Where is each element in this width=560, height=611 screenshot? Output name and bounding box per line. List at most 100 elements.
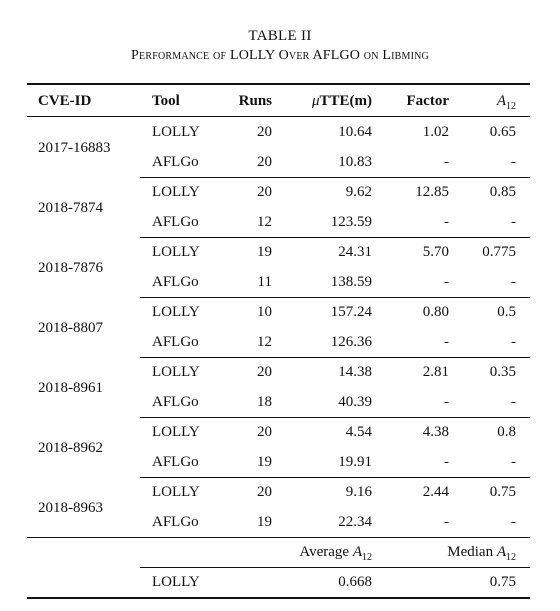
tool-cell: LOLLY [152, 424, 200, 440]
tte-cell: 123.59 [330, 214, 372, 230]
a12-cell: 0.8 [497, 424, 516, 440]
header-tte-label: TTE(m) [319, 93, 373, 109]
runs-cell: 20 [257, 154, 272, 170]
runs-cell: 19 [257, 514, 272, 530]
cve-id: 2018-8963 [38, 500, 103, 516]
a12-cell: - [511, 274, 516, 290]
header-runs: Runs [238, 93, 272, 109]
group-separator [140, 237, 530, 238]
tte-cell: 14.38 [338, 364, 372, 380]
a12-cell: 0.35 [489, 364, 516, 380]
a12-cell: - [511, 154, 516, 170]
header-tte-mu: μ [311, 93, 320, 109]
a12-cell: 0.5 [497, 304, 516, 320]
a12-cell: - [511, 394, 516, 410]
cve-id: 2018-7874 [38, 200, 103, 216]
runs-cell: 20 [257, 184, 272, 200]
tool-cell: AFLGo [152, 454, 199, 470]
header-tool: Tool [152, 93, 180, 109]
tte-cell: 9.62 [345, 184, 372, 200]
runs-cell: 20 [257, 484, 272, 500]
tool-cell: AFLGo [152, 274, 199, 290]
a12-cell: - [511, 514, 516, 530]
summary-median: 0.75 [489, 574, 516, 590]
runs-cell: 19 [257, 454, 272, 470]
bottom-rule [27, 597, 530, 599]
header-cve-id: CVE-ID [38, 93, 92, 109]
factor-cell: - [444, 514, 449, 530]
header-a12-subscript: 12 [506, 101, 516, 112]
factor-cell: 2.81 [422, 364, 449, 380]
table-label: TABLE II [248, 28, 312, 44]
runs-cell: 11 [257, 274, 272, 290]
runs-cell: 12 [257, 214, 272, 230]
factor-cell: - [444, 154, 449, 170]
runs-cell: 20 [257, 364, 272, 380]
a12-cell: 0.85 [489, 184, 516, 200]
tool-cell: AFLGo [152, 394, 199, 410]
header-a12: A12 [497, 92, 516, 116]
tool-cell: LOLLY [152, 184, 200, 200]
tool-cell: LOLLY [152, 304, 200, 320]
factor-cell: - [444, 274, 449, 290]
a12-cell: - [511, 334, 516, 350]
group-separator [140, 297, 530, 298]
table-title: Performance of LOLLY Over AFLGO on Libmi… [131, 48, 429, 63]
runs-cell: 20 [257, 124, 272, 140]
tool-cell: LOLLY [152, 484, 200, 500]
factor-cell: 5.70 [422, 244, 449, 260]
runs-cell: 18 [257, 394, 272, 410]
factor-cell: 4.38 [422, 424, 449, 440]
factor-cell: - [444, 454, 449, 470]
runs-cell: 10 [257, 304, 272, 320]
header-a12-symbol: A [496, 93, 506, 109]
median-a12-label-symbol: A [496, 544, 506, 560]
tool-cell: LOLLY [152, 124, 200, 140]
tool-cell: AFLGo [152, 154, 199, 170]
header-factor: Factor [406, 93, 449, 109]
factor-cell: 12.85 [415, 184, 449, 200]
factor-cell: - [444, 394, 449, 410]
group-separator [140, 177, 530, 178]
factor-cell: 0.80 [422, 304, 449, 320]
tool-cell: AFLGo [152, 334, 199, 350]
tool-cell: AFLGo [152, 214, 199, 230]
runs-cell: 19 [257, 244, 272, 260]
a12-cell: 0.65 [489, 124, 516, 140]
summary-average: 0.668 [338, 574, 372, 590]
tte-cell: 138.59 [330, 274, 372, 290]
summary-tool: LOLLY [152, 574, 200, 590]
tte-cell: 9.16 [345, 484, 372, 500]
tool-cell: AFLGo [152, 514, 199, 530]
a12-cell: 0.775 [482, 244, 516, 260]
tte-cell: 22.34 [338, 514, 372, 530]
a12-cell: 0.75 [489, 484, 516, 500]
header-tte: μTTE(m) [312, 92, 372, 110]
group-separator [27, 537, 530, 538]
top-rule [27, 83, 530, 85]
cve-id: 2018-8962 [38, 440, 103, 456]
tte-cell: 126.36 [330, 334, 372, 350]
group-separator [140, 417, 530, 418]
tte-cell: 24.31 [338, 244, 372, 260]
cve-id: 2017-16883 [38, 140, 111, 156]
runs-cell: 12 [257, 334, 272, 350]
cve-id: 2018-7876 [38, 260, 103, 276]
median-a12-label-subscript: 12 [506, 552, 516, 563]
runs-cell: 20 [257, 424, 272, 440]
tte-cell: 19.91 [338, 454, 372, 470]
tool-cell: LOLLY [152, 244, 200, 260]
factor-cell: 1.02 [422, 124, 449, 140]
group-separator [140, 357, 530, 358]
tte-cell: 157.24 [330, 304, 372, 320]
header-rule [27, 116, 530, 117]
tool-cell: LOLLY [152, 364, 200, 380]
cve-id: 2018-8807 [38, 320, 103, 336]
median-a12-label-word: Median [447, 544, 494, 560]
group-separator [140, 477, 530, 478]
median-a12-label: Median A12 [447, 543, 516, 567]
average-a12-label-word: Average [299, 544, 350, 560]
tte-cell: 40.39 [338, 394, 372, 410]
a12-cell: - [511, 454, 516, 470]
summary-rule [140, 567, 530, 568]
